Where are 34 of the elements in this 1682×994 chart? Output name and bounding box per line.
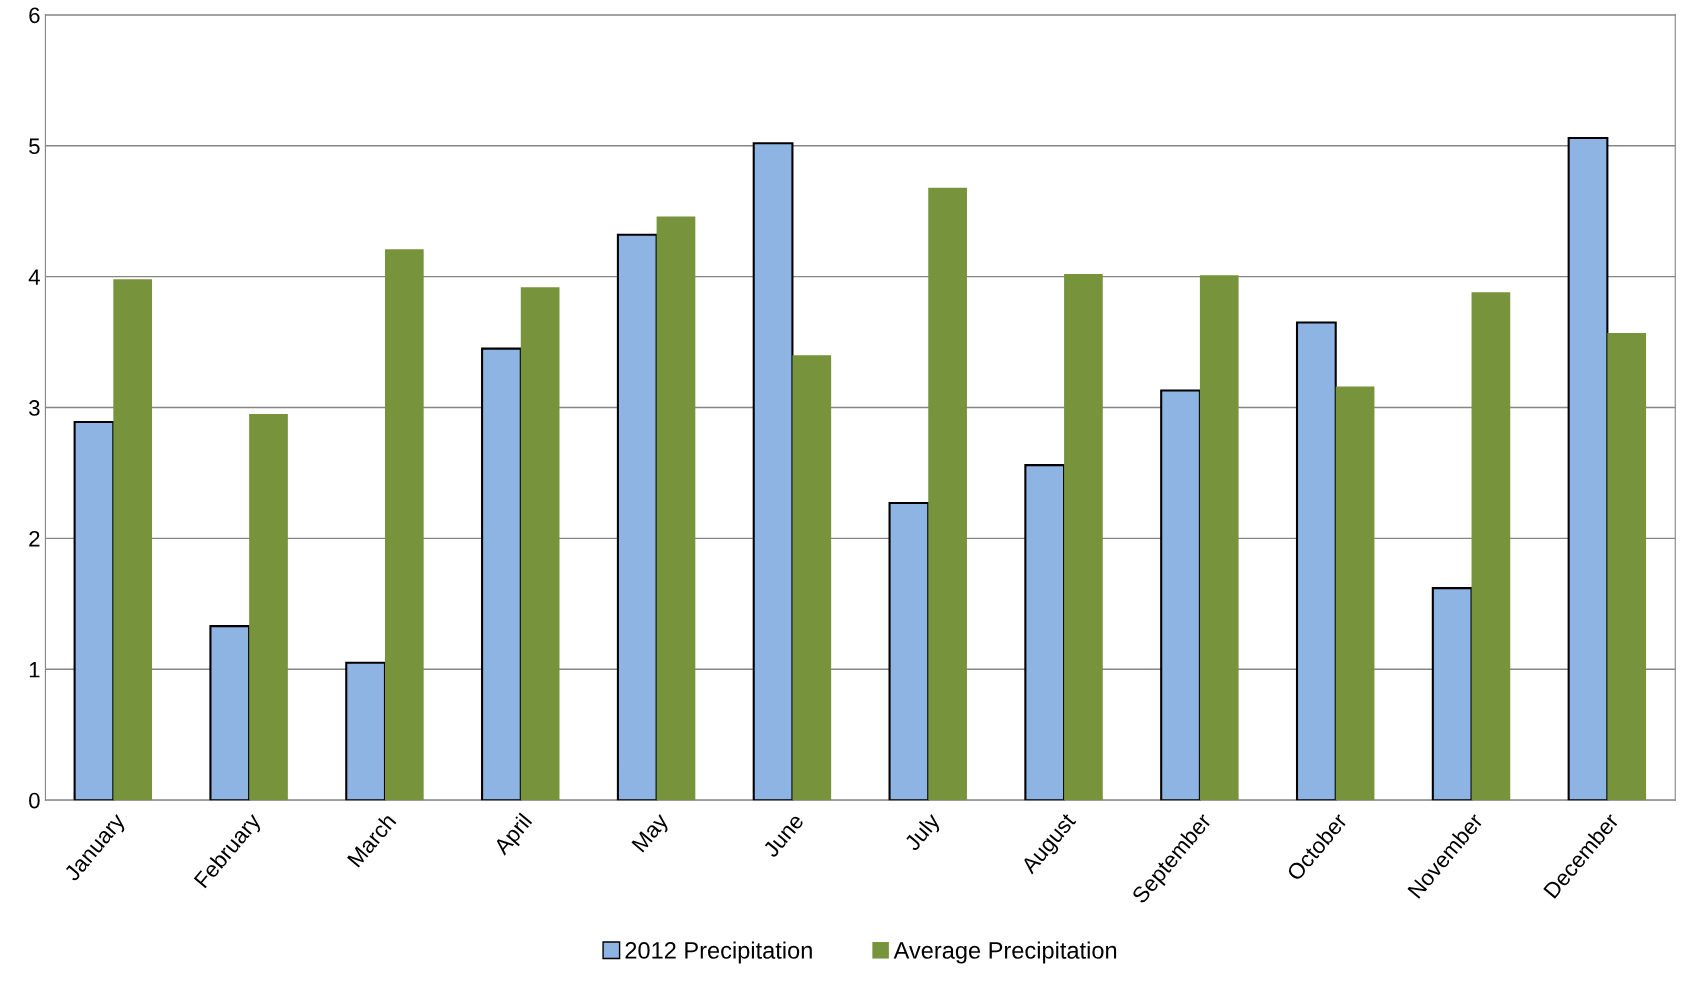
y-tick-label: 5 (29, 138, 40, 155)
bar (752, 142, 794, 801)
bar (1335, 386, 1375, 801)
bar (481, 347, 522, 801)
bar (888, 502, 930, 801)
legend-label: Average Precipitation (893, 941, 1117, 964)
bar (1431, 587, 1473, 801)
bar (73, 420, 115, 801)
legend-label: 2012 Precipitation (625, 941, 812, 964)
y-tick-label: 1 (29, 662, 40, 678)
bar (209, 625, 251, 801)
bar (1024, 464, 1066, 801)
y-tick-label: 0 (29, 792, 40, 809)
bar (928, 187, 967, 801)
bar (345, 661, 387, 801)
bar (113, 279, 153, 801)
y-tick-label: 3 (29, 400, 40, 416)
bar (1607, 332, 1647, 801)
y-tick-label: 2 (29, 530, 40, 547)
bar (1064, 274, 1103, 801)
bar (1471, 292, 1511, 801)
x-tick-label: July (903, 811, 945, 855)
bar (1160, 389, 1201, 801)
y-tick-label: 4 (28, 269, 40, 285)
bar (616, 233, 658, 801)
bar (520, 287, 560, 801)
bar (1199, 275, 1239, 801)
bar (656, 216, 696, 801)
bar (1567, 136, 1609, 801)
bar (792, 355, 832, 801)
bar (384, 249, 424, 801)
bar (1295, 321, 1337, 801)
y-tick-label: 6 (29, 7, 40, 24)
bar (249, 414, 288, 801)
